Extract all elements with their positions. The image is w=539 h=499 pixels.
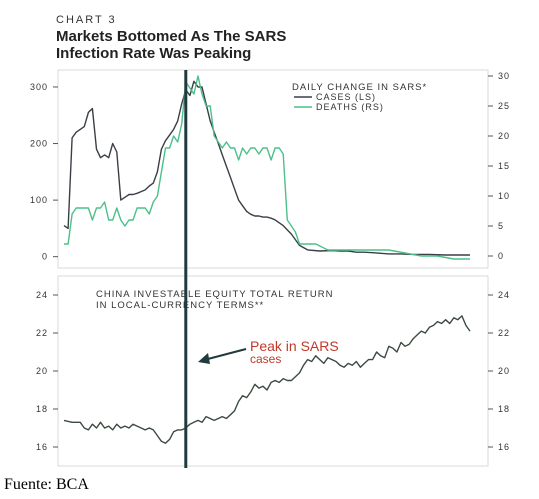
- bottom-panel-title-line-1: CHINA INVESTABLE EQUITY TOTAL RETURN: [96, 289, 333, 300]
- top-left-axis: 0 100 200 300: [30, 82, 58, 262]
- chart-title-line-2: Infection Rate Was Peaking: [56, 45, 252, 62]
- legend-label-deaths: DEATHS (RS): [316, 102, 384, 112]
- top-left-tick-label: 200: [30, 139, 48, 149]
- top-right-tick-label: 30: [498, 71, 510, 81]
- bottom-right-tick-label: 20: [498, 366, 510, 376]
- annotation-arrow-shaft: [203, 348, 247, 361]
- top-panel-frame: [57, 69, 489, 269]
- bottom-series-line-equity: [63, 315, 471, 444]
- annotation-arrow-head: [198, 353, 210, 364]
- top-panel: 0 100 200 300 0 5 10 15 20 25 30 DAILY CHANGE IN …: [30, 69, 510, 269]
- bottom-left-tick-label: 16: [36, 442, 48, 452]
- bottom-panel-title-line-2: IN LOCAL-CURRENCY TERMS**: [96, 300, 264, 311]
- bottom-right-tick-label: 18: [498, 404, 510, 414]
- bottom-right-axis: 16 18 20 22 24: [488, 290, 510, 452]
- annotation-text-line-1: Peak in SARS: [250, 338, 339, 354]
- bottom-legend: CHINA INVESTABLE EQUITY TOTAL RETURN IN …: [96, 289, 333, 311]
- top-right-tick-label: 0: [498, 251, 504, 261]
- top-legend: DAILY CHANGE IN SARS* CASES (LS) DEATHS …: [292, 82, 427, 112]
- top-right-tick-label: 20: [498, 131, 510, 141]
- top-right-tick-label: 25: [498, 101, 510, 111]
- bottom-right-tick-label: 16: [498, 442, 510, 452]
- top-left-tick-label: 100: [30, 195, 48, 205]
- bottom-left-tick-label: 24: [36, 290, 48, 300]
- bottom-right-tick-label: 24: [498, 290, 510, 300]
- bottom-right-tick-label: 22: [498, 328, 510, 338]
- source-note: Fuente: BCA: [4, 476, 89, 493]
- top-right-tick-label: 5: [498, 221, 504, 231]
- legend-label-cases: CASES (LS): [316, 92, 376, 102]
- top-series-group: [63, 75, 470, 260]
- chart-title: Markets Bottomed As The SARS Infection R…: [56, 28, 476, 62]
- annotation-text-line-2: cases: [250, 352, 281, 366]
- chart-number: CHART 3: [56, 14, 117, 26]
- top-series-line-deaths: [64, 75, 470, 260]
- legend-title: DAILY CHANGE IN SARS*: [292, 82, 427, 93]
- top-right-tick-label: 10: [498, 191, 510, 201]
- top-left-tick-label: 300: [30, 82, 48, 92]
- top-left-tick-label: 0: [42, 252, 48, 262]
- bottom-left-tick-label: 20: [36, 366, 48, 376]
- peak-annotation: Peak in SARS cases: [198, 338, 339, 366]
- top-series-line-cases: [63, 80, 470, 256]
- bottom-left-tick-label: 22: [36, 328, 48, 338]
- bottom-left-axis: 16 18 20 22 24: [36, 290, 58, 452]
- bottom-left-tick-label: 18: [36, 404, 48, 414]
- bottom-panel: 16 18 20 22 24 16 18 20 22 24 CHINA INVESTABLE E…: [36, 275, 510, 467]
- top-right-tick-label: 15: [498, 161, 510, 171]
- bottom-series-group: [63, 315, 471, 444]
- chart-title-line-1: Markets Bottomed As The SARS: [56, 28, 287, 45]
- top-right-axis: 0 5 10 15 20 25 30: [488, 71, 510, 261]
